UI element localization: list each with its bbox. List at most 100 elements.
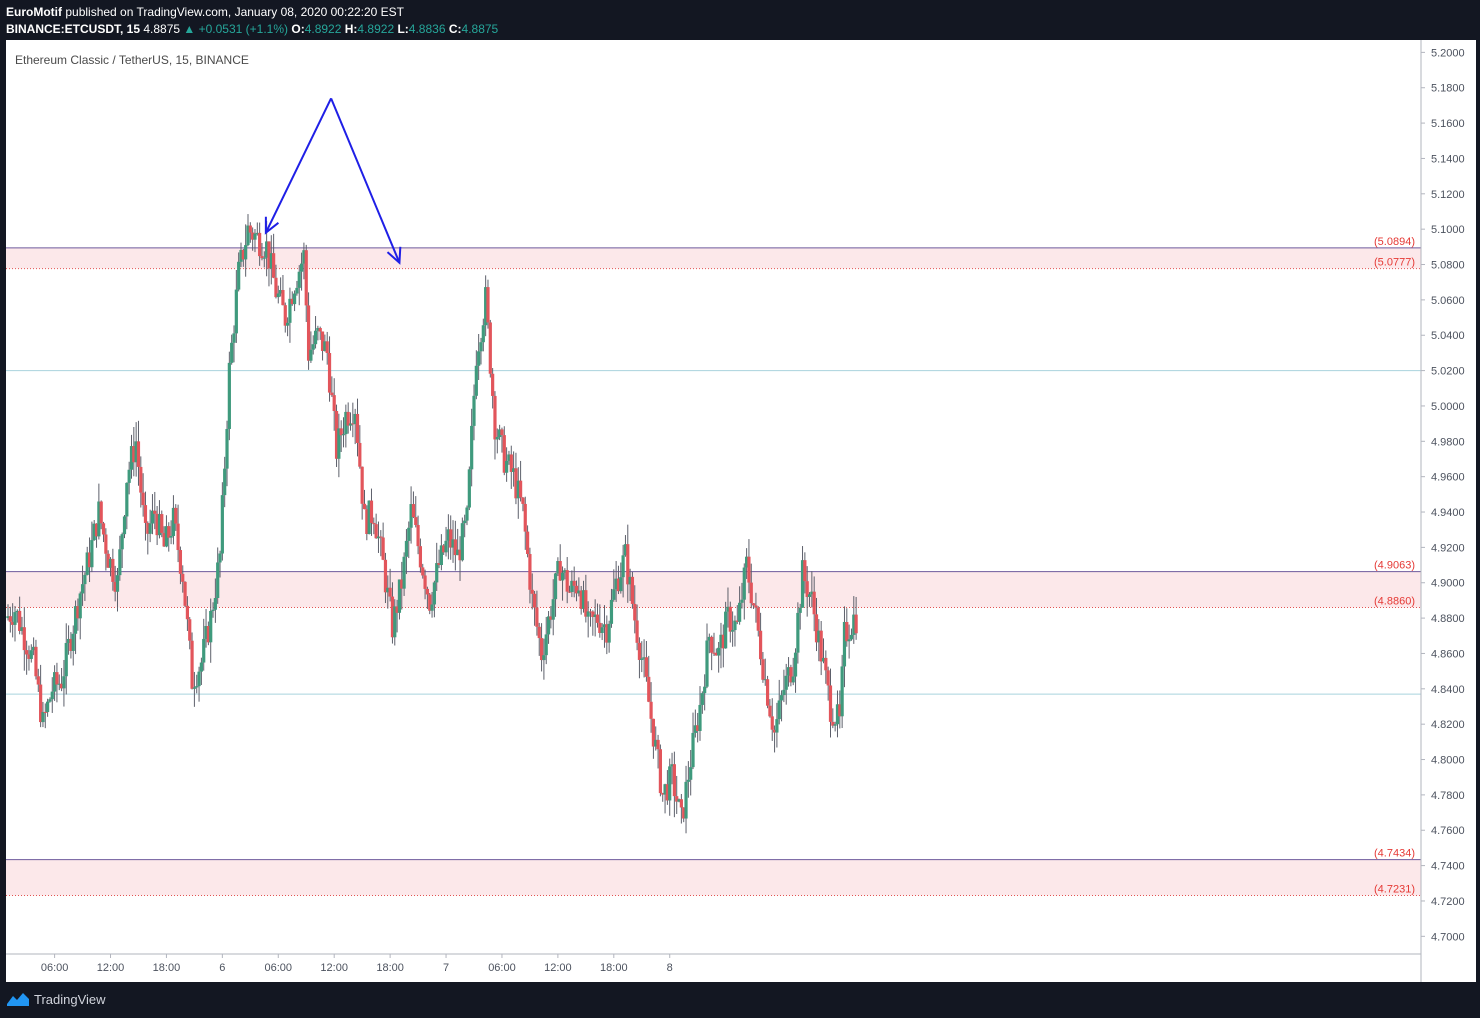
candle-body (642, 657, 646, 659)
zone-level-label: (4.9063) (1374, 560, 1415, 572)
candle-body (572, 580, 576, 586)
candle-body (819, 630, 823, 662)
low-value: 4.8836 (408, 22, 446, 36)
arrow-head-0[interactable] (264, 216, 280, 235)
candle-body (800, 560, 805, 608)
price-tick-label: 4.7600 (1431, 825, 1465, 837)
candle-body (167, 526, 171, 538)
candle-body (292, 293, 297, 305)
candle-body (302, 250, 306, 264)
candle-body (828, 685, 833, 722)
candle-body (498, 429, 502, 438)
footer: TradingView (6, 986, 306, 1014)
candle-body (244, 245, 248, 260)
time-tick-label: 18:00 (600, 962, 628, 974)
publisher-line: EuroMotif published on TradingView.com, … (6, 5, 404, 19)
candle-body (512, 468, 516, 472)
candle-body (59, 683, 64, 689)
candle-body (488, 322, 492, 374)
candle-body (556, 561, 560, 574)
candle-body (831, 721, 835, 726)
arrow-head-1[interactable] (386, 246, 402, 265)
candle-body (814, 614, 819, 643)
candle-body (460, 523, 464, 561)
candle-body (160, 514, 164, 533)
candle-body (563, 570, 567, 573)
candle-body (169, 535, 173, 538)
arrow-line-1[interactable] (330, 97, 401, 264)
candle-body (712, 652, 716, 654)
candle-body (206, 626, 210, 643)
candle-body (346, 411, 350, 426)
candle-body (470, 425, 474, 470)
candle-body (113, 581, 117, 592)
candle-body (251, 232, 255, 240)
candle-body (164, 526, 169, 547)
zone-0 (6, 247, 1421, 269)
candle-body (663, 784, 667, 795)
candle-body (491, 373, 495, 396)
arrow-line-0[interactable] (264, 97, 332, 234)
candle-body (155, 513, 159, 536)
candle-body (567, 591, 572, 593)
candle-body (327, 353, 332, 393)
candle-body (551, 599, 555, 620)
publisher-name[interactable]: EuroMotif (6, 5, 62, 19)
candle-body (355, 413, 360, 443)
candle-body (269, 253, 273, 269)
candle-body (176, 523, 180, 551)
candle-body (122, 516, 127, 535)
candle-body (390, 596, 395, 638)
candle-body (586, 611, 590, 617)
candle-body (782, 689, 786, 696)
candle-body (299, 263, 304, 272)
candle-body (675, 796, 679, 802)
candle-body (134, 441, 138, 463)
tradingview-logo-icon[interactable] (6, 990, 30, 1008)
open-value: 4.8922 (304, 22, 342, 36)
price-tick-label: 4.8600 (1431, 648, 1465, 660)
candle-body (803, 560, 807, 582)
chart-header: EuroMotif published on TradingView.com, … (6, 0, 1476, 40)
chart-title: Ethereum Classic / TetherUS, 15, BINANCE (15, 53, 249, 67)
candle-body (835, 704, 840, 725)
candle-body (758, 630, 763, 660)
candle-body (619, 577, 623, 592)
candle-body (742, 567, 746, 600)
candle-body (826, 670, 830, 686)
candle-body (178, 550, 183, 574)
price-tick-label: 5.0800 (1431, 260, 1465, 272)
candle-body (369, 500, 374, 523)
candle-body (463, 520, 467, 524)
candle-body (383, 559, 388, 593)
footer-brand[interactable]: TradingView (34, 992, 106, 1007)
price-change: ▲ +0.0531 (+1.1%) (183, 22, 289, 36)
candle-body (395, 606, 399, 613)
candle-body (171, 507, 176, 536)
candle-body (833, 724, 837, 726)
candle-body (519, 480, 523, 498)
candle-body (635, 620, 639, 643)
candle-body (724, 611, 728, 649)
candle-body (703, 686, 707, 694)
candle-body (404, 540, 409, 557)
candle-body (260, 256, 264, 259)
candle-body (318, 327, 322, 332)
candle-body (710, 636, 714, 653)
price-chart[interactable]: 5.2000 5.1800 5.1600 5.1400 5.1200 5.1000 5.08… (6, 40, 1476, 982)
candle-body (99, 501, 103, 524)
candle-body (614, 578, 618, 590)
candle-body (83, 574, 87, 585)
candle-body (553, 573, 558, 600)
candle-body (76, 606, 80, 619)
last-price: 4.8875 (143, 22, 181, 36)
price-tick-label: 4.9200 (1431, 542, 1465, 554)
candle-body (351, 423, 355, 425)
candle-body (265, 241, 269, 258)
candle-body (798, 607, 802, 613)
candle-body (118, 549, 122, 576)
chart-panel[interactable]: 5.2000 5.1800 5.1600 5.1400 5.1200 5.1000 5.08… (6, 40, 1476, 982)
candle-body (537, 626, 541, 639)
candle-body (714, 652, 718, 656)
candle-body (11, 621, 15, 625)
